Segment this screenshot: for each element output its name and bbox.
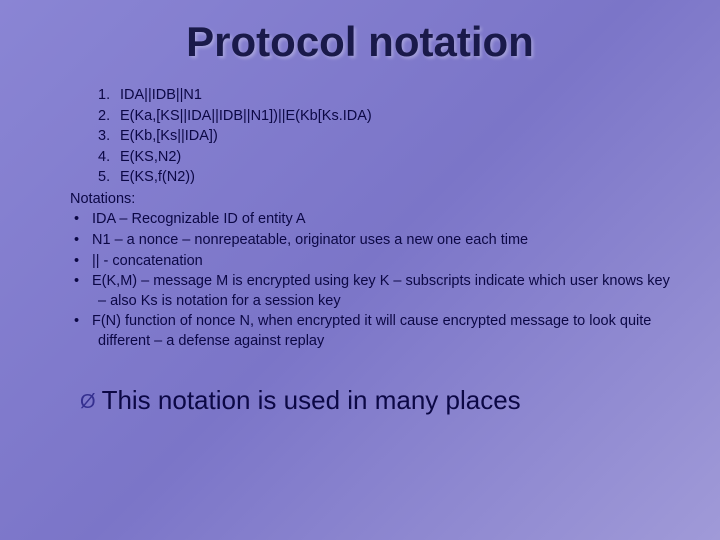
bullet-text: F(N) function of nonce N, when encrypted… (92, 313, 651, 349)
list-item: •F(N) function of nonce N, when encrypte… (74, 312, 680, 351)
step-number: 4. (98, 148, 120, 168)
step-text: E(KS,N2) (120, 149, 181, 165)
bullet-text: N1 – a nonce – nonrepeatable, originator… (92, 232, 528, 248)
bullet-text: E(K,M) – message M is encrypted using ke… (92, 273, 670, 309)
step-text: E(Kb,[Ks||IDA]) (120, 128, 218, 144)
list-item: •|| - concatenation (74, 252, 680, 272)
bullet-text: || - concatenation (92, 253, 203, 269)
protocol-steps: 1.IDA||IDB||N1 2.E(Ka,[KS||IDA||IDB||N1]… (70, 86, 680, 188)
step-item: 5.E(KS,f(N2)) (98, 168, 680, 188)
step-number: 1. (98, 86, 120, 106)
list-item: •N1 – a nonce – nonrepeatable, originato… (74, 231, 680, 251)
list-item: •E(K,M) – message M is encrypted using k… (74, 272, 680, 311)
notations-heading: Notations: (70, 190, 680, 210)
step-item: 4.E(KS,N2) (98, 148, 680, 168)
bullet-icon: • (74, 231, 92, 251)
step-text: E(KS,f(N2)) (120, 169, 195, 185)
step-item: 1.IDA||IDB||N1 (98, 86, 680, 106)
notations-list: •IDA – Recognizable ID of entity A •N1 –… (70, 210, 680, 351)
slide-content: 1.IDA||IDB||N1 2.E(Ka,[KS||IDA||IDB||N1]… (40, 86, 680, 418)
step-item: 2.E(Ka,[KS||IDA||IDB||N1])||E(Kb[Ks.IDA) (98, 107, 680, 127)
slide-title: Protocol notation (40, 18, 680, 66)
step-number: 3. (98, 127, 120, 147)
bullet-icon: • (74, 312, 92, 332)
step-text: E(Ka,[KS||IDA||IDB||N1])||E(Kb[Ks.IDA) (120, 108, 372, 124)
arrow-icon: Ø (80, 391, 96, 413)
slide-container: Protocol notation 1.IDA||IDB||N1 2.E(Ka,… (0, 0, 720, 540)
bullet-text: IDA – Recognizable ID of entity A (92, 211, 306, 227)
footer-statement: Ø This notation is used in many places (70, 383, 680, 418)
step-number: 2. (98, 107, 120, 127)
bullet-icon: • (74, 210, 92, 230)
step-item: 3.E(Kb,[Ks||IDA]) (98, 127, 680, 147)
bullet-icon: • (74, 272, 92, 292)
step-text: IDA||IDB||N1 (120, 87, 202, 103)
list-item: •IDA – Recognizable ID of entity A (74, 210, 680, 230)
footer-text: This notation is used in many places (102, 385, 521, 415)
step-number: 5. (98, 168, 120, 188)
bullet-icon: • (74, 252, 92, 272)
